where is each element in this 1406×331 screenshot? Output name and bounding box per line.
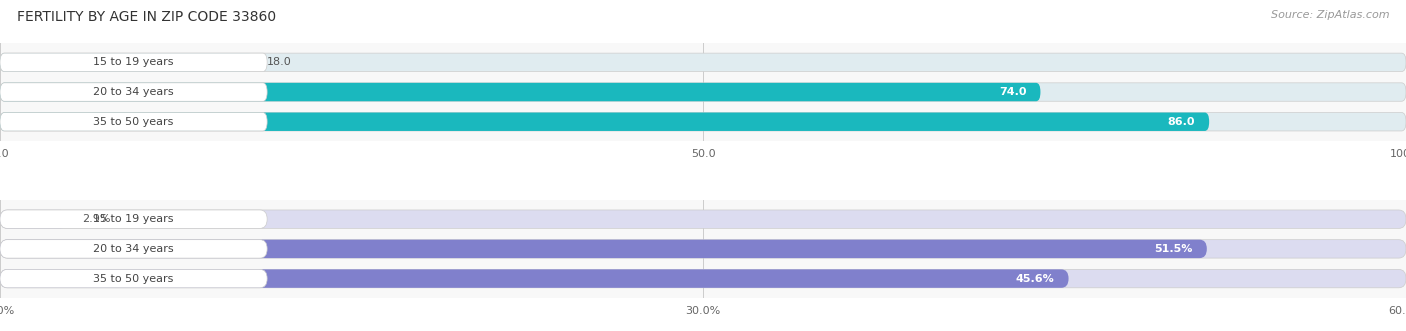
FancyBboxPatch shape [0,53,1406,71]
Text: 18.0: 18.0 [267,57,292,67]
Text: 74.0: 74.0 [998,87,1026,97]
Text: 51.5%: 51.5% [1154,244,1192,254]
FancyBboxPatch shape [0,269,267,288]
FancyBboxPatch shape [0,240,1406,258]
FancyBboxPatch shape [0,210,67,228]
FancyBboxPatch shape [0,210,1406,228]
Text: 15 to 19 years: 15 to 19 years [93,214,174,224]
FancyBboxPatch shape [0,210,267,228]
FancyBboxPatch shape [0,113,1406,131]
Text: 15 to 19 years: 15 to 19 years [93,57,174,67]
FancyBboxPatch shape [0,113,1209,131]
Text: 35 to 50 years: 35 to 50 years [93,117,174,127]
FancyBboxPatch shape [0,83,267,101]
FancyBboxPatch shape [0,240,267,258]
FancyBboxPatch shape [0,240,1206,258]
Text: 45.6%: 45.6% [1015,274,1054,284]
FancyBboxPatch shape [0,113,267,131]
FancyBboxPatch shape [0,269,1069,288]
FancyBboxPatch shape [0,53,267,71]
Text: 20 to 34 years: 20 to 34 years [93,244,174,254]
Text: 20 to 34 years: 20 to 34 years [93,87,174,97]
Text: FERTILITY BY AGE IN ZIP CODE 33860: FERTILITY BY AGE IN ZIP CODE 33860 [17,10,276,24]
FancyBboxPatch shape [0,83,1406,101]
Text: 2.9%: 2.9% [82,214,111,224]
Text: Source: ZipAtlas.com: Source: ZipAtlas.com [1271,10,1389,20]
FancyBboxPatch shape [0,53,253,71]
FancyBboxPatch shape [0,83,1040,101]
FancyBboxPatch shape [0,269,1406,288]
Text: 86.0: 86.0 [1167,117,1195,127]
Text: 35 to 50 years: 35 to 50 years [93,274,174,284]
